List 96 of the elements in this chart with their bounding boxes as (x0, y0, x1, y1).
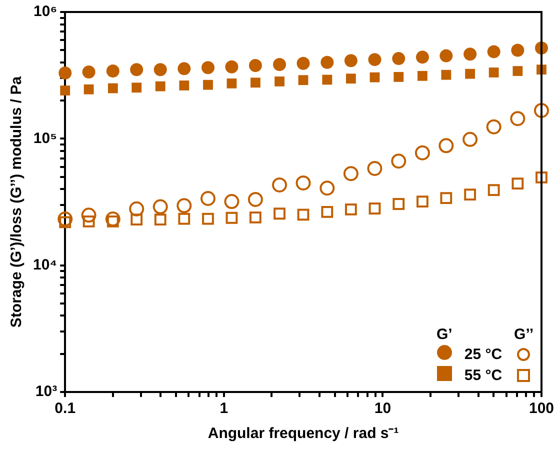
point (367, 160, 382, 176)
point (488, 184, 500, 196)
point (106, 64, 120, 78)
point (392, 198, 405, 210)
x-axis-title: Angular frequency / rad s⁻¹ (208, 425, 399, 442)
point (225, 60, 238, 74)
point (462, 132, 478, 147)
point (464, 48, 477, 61)
legend-label: 55 °C (463, 366, 504, 386)
point (296, 175, 311, 190)
x-tick-label: 100 (528, 400, 554, 418)
annotation: G’’ (513, 325, 534, 344)
point (81, 208, 96, 223)
point (178, 62, 191, 76)
annotation: G’ (436, 325, 454, 344)
x-tick-label: 0.1 (54, 400, 76, 418)
point (370, 72, 380, 82)
y-tick-label: 10⁴ (32, 256, 58, 274)
point (320, 56, 334, 69)
point (226, 78, 237, 88)
point (248, 59, 262, 72)
point (487, 45, 500, 58)
point (441, 70, 452, 80)
point (511, 44, 524, 57)
point (320, 180, 335, 196)
point (392, 52, 406, 66)
point (321, 206, 334, 218)
point (250, 78, 260, 88)
point (82, 65, 96, 78)
point (200, 191, 216, 206)
y-axis-title: Storage (G’)/loss (G’’) modulus / Pa (8, 76, 26, 328)
point (202, 212, 214, 225)
point (60, 86, 70, 96)
point (512, 178, 524, 190)
point (59, 216, 72, 228)
y-tick-label: 10⁵ (33, 130, 58, 147)
point (440, 192, 452, 204)
point (132, 82, 142, 93)
point (224, 194, 240, 210)
point (486, 119, 502, 134)
point (273, 58, 286, 72)
point (274, 208, 286, 220)
point (272, 177, 288, 192)
point (248, 192, 263, 207)
point (322, 74, 332, 85)
point (226, 212, 238, 224)
point (488, 68, 499, 78)
point (179, 80, 190, 90)
point (418, 70, 428, 81)
point (296, 56, 310, 70)
point (438, 138, 454, 154)
point (394, 72, 404, 82)
point (510, 111, 526, 126)
point (368, 53, 382, 66)
point (414, 145, 430, 160)
point (465, 68, 476, 79)
point (534, 102, 549, 118)
point (298, 75, 308, 86)
point (106, 216, 119, 228)
point (464, 188, 476, 201)
point (416, 196, 428, 208)
point (176, 198, 192, 214)
x-tick-label: 10 (374, 400, 392, 418)
legend-label: 25 °C (463, 345, 504, 365)
point (249, 211, 262, 224)
point (201, 61, 214, 74)
point (82, 216, 95, 228)
point (108, 83, 118, 94)
point (154, 63, 167, 76)
point (346, 74, 356, 84)
y-tick-label: 10⁶ (34, 3, 58, 20)
point (274, 76, 284, 86)
x-tick-label: 1 (220, 400, 228, 418)
point (368, 202, 381, 214)
point (105, 212, 120, 227)
y-tick-label: 10³ (35, 383, 58, 400)
point (130, 214, 143, 226)
point (203, 80, 213, 90)
point (130, 63, 144, 76)
point (391, 154, 406, 169)
point (416, 50, 429, 64)
point (343, 166, 358, 182)
point (152, 199, 168, 214)
point (154, 214, 166, 226)
point (344, 204, 357, 216)
point (84, 84, 94, 94)
point (440, 49, 453, 62)
point (536, 172, 548, 184)
point (512, 66, 523, 76)
point (58, 212, 73, 227)
point (297, 208, 310, 221)
point (129, 201, 144, 216)
point (344, 54, 358, 68)
point (155, 81, 166, 92)
point (58, 66, 72, 80)
point (178, 212, 190, 225)
